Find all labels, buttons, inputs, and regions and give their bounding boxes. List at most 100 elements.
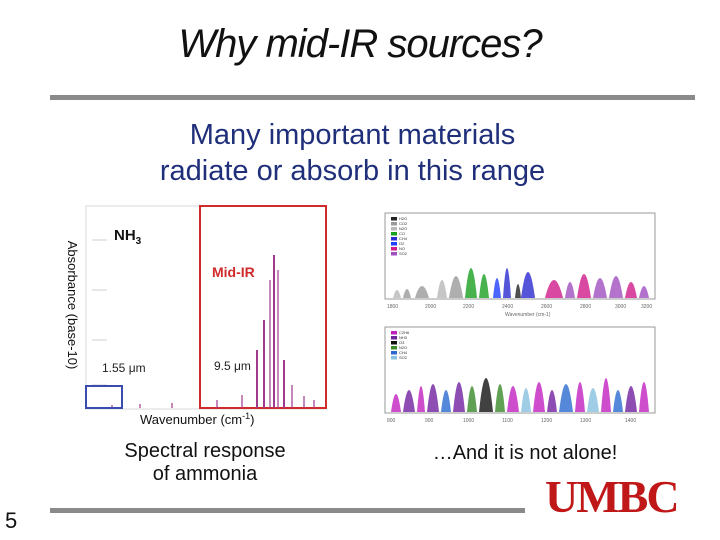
mid-ir-label: Mid-IR xyxy=(212,264,255,280)
spectral-band xyxy=(453,382,465,412)
legend-label: N2O xyxy=(399,226,407,231)
legend-label: H2O xyxy=(399,216,407,221)
legend-swatch xyxy=(391,227,397,231)
svg-text:800: 800 xyxy=(387,418,396,424)
spectral-band xyxy=(403,390,415,412)
spectral-band xyxy=(437,280,447,298)
spectral-band xyxy=(507,386,519,412)
spectral-band xyxy=(441,390,451,412)
spectral-band xyxy=(503,268,511,298)
svg-text:1800: 1800 xyxy=(387,304,398,310)
spectral-bands-bottom xyxy=(391,378,649,412)
spectral-band xyxy=(545,280,563,298)
svg-text:3200: 3200 xyxy=(641,304,652,310)
spectral-band xyxy=(521,388,531,412)
spectral-band xyxy=(575,382,585,412)
legend-swatch xyxy=(391,232,397,236)
spectral-band xyxy=(521,272,535,298)
spectral-band xyxy=(393,290,401,298)
spectral-band xyxy=(479,274,489,298)
absorption-peaks xyxy=(111,255,315,408)
species-label: NH3 xyxy=(114,227,142,247)
spectral-band xyxy=(625,282,637,298)
legend-label: CH4 xyxy=(399,236,408,241)
legend-swatch xyxy=(391,346,397,350)
spectral-band xyxy=(587,388,599,412)
svg-text:2800: 2800 xyxy=(580,304,591,310)
legend-swatch xyxy=(391,336,397,340)
legend-swatch xyxy=(391,242,397,246)
legend-swatch xyxy=(391,237,397,241)
svg-text:1100: 1100 xyxy=(502,418,513,424)
spectral-band xyxy=(427,384,439,412)
svg-text:2600: 2600 xyxy=(541,304,552,310)
spectral-band xyxy=(639,286,649,298)
legend-label: NH3 xyxy=(399,335,408,340)
spectral-band xyxy=(449,276,463,298)
plot-area xyxy=(85,205,327,410)
legend-label: CO2 xyxy=(399,221,408,226)
x-axis-label: Wavenumber (cm-1) xyxy=(140,411,254,427)
caption-ammonia-line-2: of ammonia xyxy=(152,463,258,485)
spectral-band xyxy=(403,289,411,298)
legend-label: N2O xyxy=(399,345,407,350)
spectral-band xyxy=(493,278,501,298)
slide-subtitle: Many important materials radiate or abso… xyxy=(100,117,605,189)
legend-label: C2H6 xyxy=(399,330,410,335)
svg-text:Wavenumber (cm-1): Wavenumber (cm-1) xyxy=(505,312,551,318)
spectral-band xyxy=(515,284,521,298)
legend-swatch xyxy=(391,252,397,256)
spectral-band xyxy=(495,384,505,412)
spectral-band xyxy=(639,382,649,412)
legend-swatch xyxy=(391,222,397,226)
marker-1-55um-label: 1.55 μm xyxy=(102,361,146,375)
legend-swatch xyxy=(391,341,397,345)
y-axis-label: Absorbance (base-10) xyxy=(65,241,80,370)
ammonia-spectrum-figure: NH3 Mid-IR 1.55 μm 9.5 μm Absorbance (ba… xyxy=(65,205,327,427)
legend-label: SO2 xyxy=(399,355,408,360)
spectral-band xyxy=(417,386,425,412)
legend-label: SO2 xyxy=(399,251,408,256)
spectral-band xyxy=(547,390,557,412)
svg-text:2200: 2200 xyxy=(463,304,474,310)
svg-text:900: 900 xyxy=(425,418,434,424)
near-ir-marker-box xyxy=(85,385,123,409)
page-number: 5 xyxy=(5,508,18,533)
legend-label: O2 xyxy=(399,241,405,246)
spectral-band xyxy=(479,378,493,412)
spectral-bands-top xyxy=(393,268,649,298)
spectral-band xyxy=(467,386,477,412)
marker-9-5um-label: 9.5 μm xyxy=(214,359,251,373)
spectral-band xyxy=(593,278,607,298)
legend-swatch xyxy=(391,351,397,355)
subtitle-line-2: radiate or absorb in this range xyxy=(159,155,546,187)
spectral-band xyxy=(601,378,611,412)
spectral-band xyxy=(533,382,545,412)
spectral-band xyxy=(577,274,591,298)
svg-text:1000: 1000 xyxy=(463,418,474,424)
legend-swatch xyxy=(391,217,397,221)
legend-label: CO xyxy=(399,231,405,236)
svg-text:2000: 2000 xyxy=(425,304,436,310)
svg-text:2400: 2400 xyxy=(502,304,513,310)
legend-swatch xyxy=(391,331,397,335)
spectral-band xyxy=(465,268,477,298)
umbc-logo: UMBC xyxy=(545,471,680,522)
slide-title: Why mid-IR sources? xyxy=(178,22,542,66)
subtitle-line-1: Many important materials xyxy=(189,119,516,151)
caption-ammonia: Spectral response of ammonia xyxy=(100,440,310,486)
spectral-band xyxy=(391,394,401,412)
spectral-band xyxy=(415,286,429,298)
caption-ammonia-line-1: Spectral response xyxy=(124,440,286,462)
caption-not-alone: …And it is not alone! xyxy=(432,442,618,464)
legend-label: O3 xyxy=(399,340,405,345)
svg-text:1200: 1200 xyxy=(541,418,552,424)
legend-label: NO xyxy=(399,246,405,251)
svg-text:1300: 1300 xyxy=(580,418,591,424)
spectral-band xyxy=(609,276,623,298)
spectral-band xyxy=(613,390,623,412)
